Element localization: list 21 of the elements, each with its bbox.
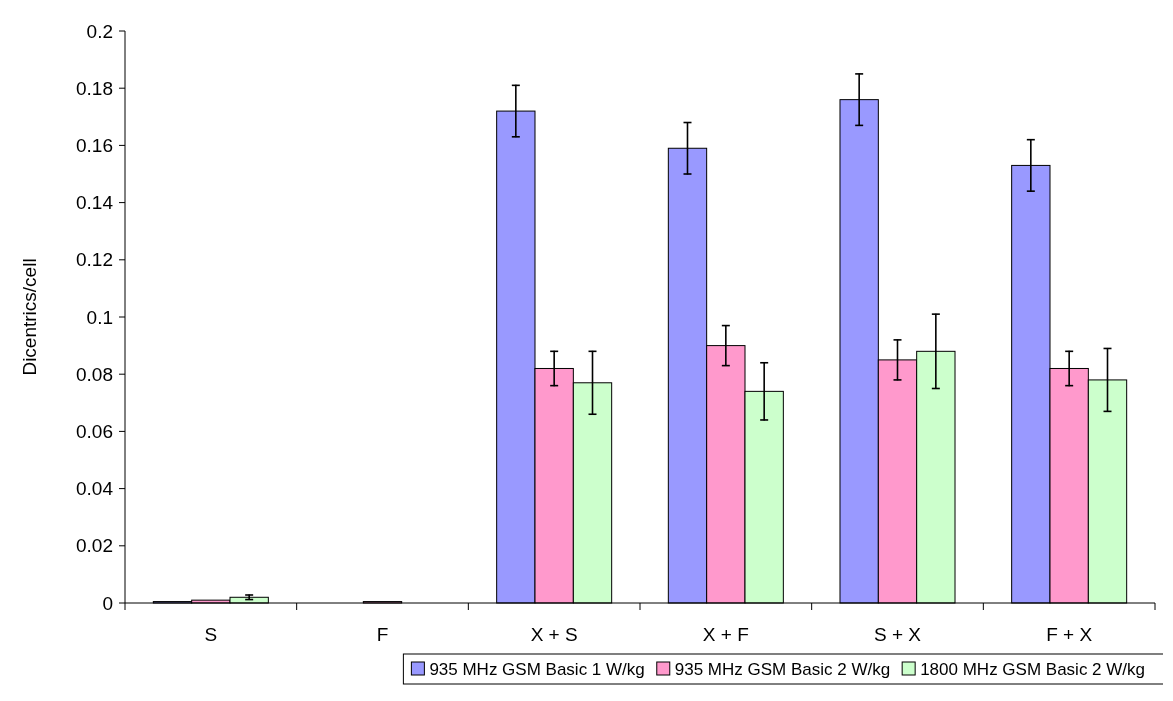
x-tick-label: X + S <box>530 624 578 645</box>
x-tick-label: S <box>204 624 218 645</box>
y-tick-label: 0.08 <box>76 363 113 385</box>
legend-label: 1800 MHz GSM Basic 2 W/kg <box>920 659 1145 679</box>
x-tick-label: S + X <box>874 624 922 645</box>
x-tick-label: X + F <box>702 624 749 645</box>
legend-label: 935 MHz GSM Basic 2 W/kg <box>674 659 891 679</box>
y-tick-label: 0.06 <box>76 421 113 443</box>
x-tick-label: F + X <box>1046 624 1093 645</box>
legend-label: 935 MHz GSM Basic 1 W/kg <box>429 659 645 679</box>
y-tick-label: 0.14 <box>76 192 114 214</box>
y-tick-label: 0.16 <box>76 135 113 157</box>
y-axis-title: Dicentrics/cell <box>19 258 40 376</box>
y-tick-label: 0.04 <box>76 478 114 500</box>
y-tick-label: 0.12 <box>76 249 113 271</box>
y-tick-label: 0 <box>102 592 113 614</box>
y-tick-label: 0.1 <box>86 306 113 328</box>
x-tick-label: F <box>376 624 389 645</box>
y-tick-label: 0.02 <box>76 535 113 557</box>
y-tick-label: 0.2 <box>86 20 113 42</box>
y-tick-label: 0.18 <box>76 77 113 99</box>
